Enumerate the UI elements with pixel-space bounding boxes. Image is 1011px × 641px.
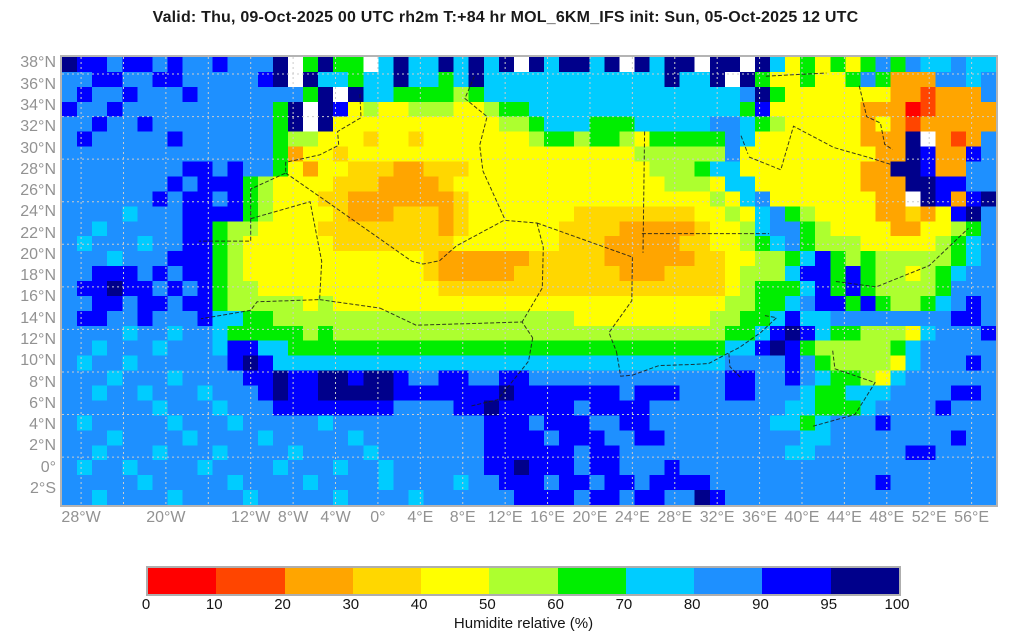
colorbar-tick-label: 50 <box>479 596 496 613</box>
lat-tick-label: 34°N <box>20 96 56 114</box>
lat-tick-label: 2°N <box>29 437 56 455</box>
lon-tick-label: 28°E <box>657 509 693 526</box>
colorbar-segment <box>148 568 217 594</box>
lat-tick-label: 16°N <box>20 288 56 306</box>
lat-tick-label: 30°N <box>20 139 56 157</box>
colorbar-tick-label: 90 <box>752 596 769 613</box>
colorbar-segment <box>352 568 422 594</box>
lat-tick-label: 18°N <box>20 267 56 285</box>
map-title: Valid: Thu, 09-Oct-2025 00 UTC rh2m T:+8… <box>152 9 859 26</box>
lon-tick-label: 12°E <box>487 509 523 526</box>
humidity-grid <box>62 57 996 505</box>
lat-tick-label: 10°N <box>20 352 56 370</box>
map-canvas <box>62 57 996 505</box>
colorbar-segment <box>625 568 695 594</box>
colorbar-segment <box>489 568 558 594</box>
colorbar-tick-label: 95 <box>820 596 838 613</box>
lon-tick-label: 20°E <box>572 509 608 526</box>
graticule <box>62 57 996 505</box>
lon-tick-label: 28°W <box>61 509 101 526</box>
colorbar-segment <box>421 568 490 594</box>
colorbar-segment <box>557 568 626 594</box>
lat-tick-label: 20°N <box>20 245 56 263</box>
colorbar-tick-label: 30 <box>342 596 360 613</box>
colorbar-segment <box>694 568 763 594</box>
lon-tick-label: 32°E <box>699 509 735 526</box>
lon-tick-label: 44°E <box>826 509 862 526</box>
lat-tick-label: 2°S <box>30 480 56 498</box>
colorbar-tick-label: 40 <box>410 596 428 613</box>
colorbar-tick-label: 20 <box>274 596 291 613</box>
lat-tick-label: 36°N <box>20 75 56 93</box>
lon-tick-label: 8°W <box>277 509 309 526</box>
colorbar-tick-label: 100 <box>884 596 910 613</box>
colorbar-tick-label: 80 <box>683 596 701 613</box>
lat-tick-label: 14°N <box>20 309 56 327</box>
colorbar-caption: Humidite relative (%) <box>453 615 594 632</box>
lon-tick-label: 20°W <box>146 509 186 526</box>
lat-tick-label: 8°N <box>29 373 56 391</box>
lon-tick-label: 36°E <box>742 509 778 526</box>
colorbar-segment <box>284 568 353 594</box>
colorbar-tick-label: 0 <box>141 596 151 613</box>
lat-tick-label: 6°N <box>29 394 56 412</box>
lat-tick-label: 12°N <box>20 331 56 349</box>
lon-tick-label: 40°E <box>784 509 820 526</box>
colorbar <box>146 566 901 596</box>
lat-tick-label: 32°N <box>20 118 56 136</box>
lat-tick-label: 26°N <box>20 182 56 200</box>
lon-tick-label: 16°E <box>530 509 565 526</box>
lon-tick-label: 12°W <box>231 509 271 526</box>
colorbar-tick-label: 10 <box>205 596 223 613</box>
map-frame <box>60 55 998 507</box>
colorbar-tick-label: 60 <box>547 596 564 613</box>
lon-tick-label: 48°E <box>869 509 905 526</box>
lon-tick-label: 4°W <box>320 509 351 526</box>
lat-tick-label: 24°N <box>20 203 56 221</box>
lat-tick-label: 4°N <box>29 416 56 434</box>
lat-tick-label: 38°N <box>20 54 56 72</box>
colorbar-segment <box>762 568 831 594</box>
lon-tick-label: 0° <box>370 509 386 526</box>
lon-tick-label: 56°E <box>954 509 990 526</box>
lon-tick-label: 24°E <box>614 509 650 526</box>
lon-tick-label: 8°E <box>449 509 476 526</box>
lon-tick-label: 52°E <box>911 509 947 526</box>
colorbar-tick-label: 70 <box>615 596 633 613</box>
lon-tick-label: 4°E <box>407 509 434 526</box>
colorbar-segment <box>830 568 899 594</box>
lat-tick-label: 22°N <box>20 224 56 242</box>
lat-tick-label: 28°N <box>20 160 56 178</box>
colorbar-segment <box>216 568 285 594</box>
country-borders <box>198 72 969 427</box>
lat-tick-label: 0° <box>40 458 56 476</box>
